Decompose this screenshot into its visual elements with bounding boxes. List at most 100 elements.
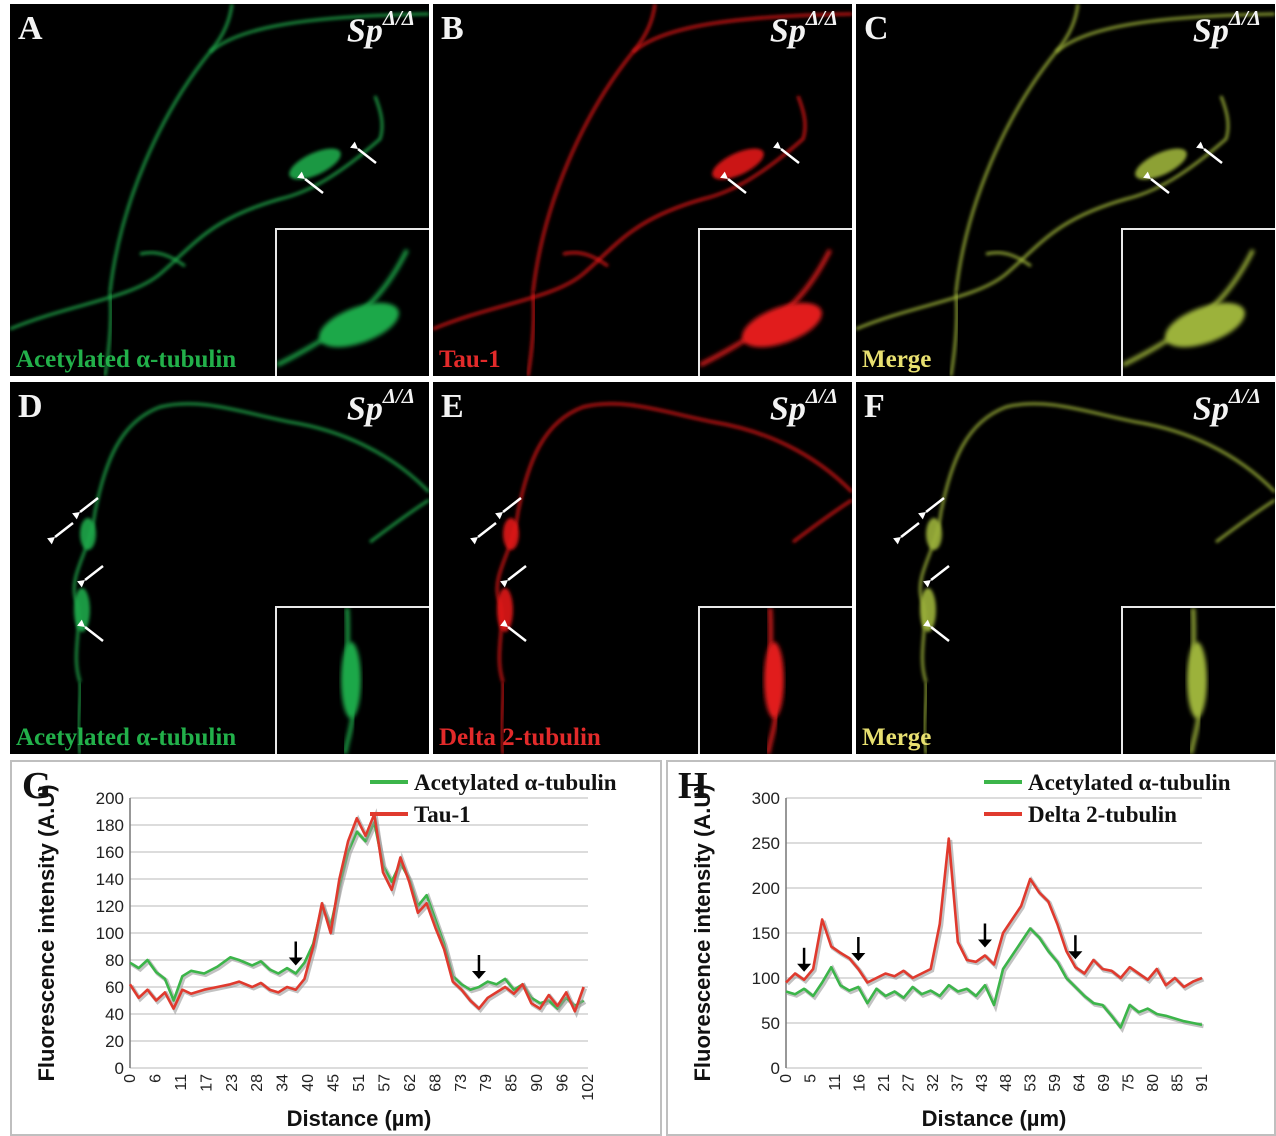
magnified-inset: [698, 606, 852, 754]
y-tick-label: 300: [752, 789, 780, 808]
soma-magnified: [764, 642, 784, 718]
x-tick-label: 17: [198, 1074, 215, 1092]
stain-caption: Delta 2-tubulin: [439, 724, 601, 751]
genotype-label: SpΔ/Δ: [346, 6, 415, 50]
neuron-micrograph: [47, 402, 429, 754]
chart-h-letter: H: [678, 765, 708, 807]
neurite: [76, 681, 82, 754]
x-tick-label: 43: [974, 1074, 991, 1092]
x-tick-label: 102: [580, 1074, 597, 1101]
y-tick-label: 200: [96, 789, 124, 808]
panel-letter: A: [18, 10, 43, 47]
x-tick-label: 91: [1194, 1074, 1211, 1092]
soma-magnified: [341, 642, 361, 718]
arrow-icon: [84, 626, 104, 642]
soma: [503, 518, 519, 550]
x-tick-label: 75: [1121, 1074, 1138, 1092]
y-tick-label: 60: [105, 978, 124, 997]
neurite: [103, 291, 113, 376]
soma: [289, 148, 341, 180]
x-tick-label: 45: [326, 1074, 343, 1092]
panel-letter: E: [441, 388, 464, 425]
arrow-icon: [925, 497, 945, 513]
y-tick-label: 100: [752, 969, 780, 988]
y-tick-label: 150: [752, 924, 780, 943]
stain-caption: Tau-1: [439, 346, 501, 373]
y-tick-label: 20: [105, 1032, 124, 1051]
arrow-icon: [930, 565, 950, 581]
x-tick-label: 51: [351, 1074, 368, 1092]
chart-h-box: H 0 50 100 150 200 250 300 0 5 11 16 21 27 32 37 43 48 53…: [666, 760, 1276, 1136]
x-tick-label: 68: [427, 1074, 444, 1092]
magnified-inset: [698, 228, 852, 376]
panel-f-merge: F SpΔ/Δ Merge: [856, 382, 1275, 754]
x-tick-label: 23: [224, 1074, 241, 1092]
genotype-label: SpΔ/Δ: [769, 384, 838, 428]
x-tick-label: 80: [1145, 1074, 1162, 1092]
stain-caption: Acetylated α-tubulin: [16, 724, 237, 751]
soma-magnified: [1187, 642, 1207, 718]
magnified-inset: [275, 228, 429, 376]
chart-g-letter: G: [22, 765, 52, 807]
genotype-label: SpΔ/Δ: [1192, 6, 1261, 50]
soma: [1135, 148, 1187, 180]
stain-caption: Acetylated α-tubulin: [16, 346, 237, 373]
neurite: [495, 402, 852, 683]
panel-letter: D: [18, 388, 43, 425]
x-tick-label: 90: [529, 1074, 546, 1092]
stain-caption: Merge: [862, 346, 932, 373]
panel-letter: B: [441, 10, 464, 47]
legend-label: Delta 2-tubulin: [1028, 802, 1177, 827]
neurite: [108, 12, 429, 293]
genotype-label: SpΔ/Δ: [1192, 384, 1261, 428]
arrow-icon: [1203, 148, 1223, 164]
x-tick-label: 53: [1023, 1074, 1040, 1092]
soma: [80, 518, 96, 550]
x-tick-label: 27: [900, 1074, 917, 1092]
x-tick-label: 73: [453, 1074, 470, 1092]
neurite: [918, 402, 1275, 683]
arrow-icon: [304, 178, 324, 194]
x-tick-label: 34: [275, 1074, 292, 1092]
x-tick-label: 5: [802, 1074, 819, 1083]
legend-label: Tau-1: [414, 802, 471, 827]
y-axis-label: Fluorescence intensity (A.U): [34, 784, 59, 1081]
arrow-icon: [507, 565, 527, 581]
neuron-micrograph: [433, 4, 852, 376]
y-tick-label: 0: [771, 1059, 780, 1078]
panel-e-delta2-tubulin: E SpΔ/Δ Delta 2-tubulin: [433, 382, 852, 754]
neurite: [562, 251, 609, 268]
series-line-2: [785, 837, 1203, 989]
legend-label: Acetylated α-tubulin: [414, 770, 617, 795]
arrow-icon: [477, 522, 497, 538]
x-tick-label: 0: [122, 1074, 139, 1083]
x-tick-label: 21: [876, 1074, 893, 1092]
magnified-inset: [1121, 228, 1275, 376]
x-tick-label: 62: [402, 1074, 419, 1092]
neurite: [208, 4, 234, 53]
arrow-icon: [507, 626, 527, 642]
x-tick-label: 6: [147, 1074, 164, 1083]
y-tick-label: 160: [96, 843, 124, 862]
soma: [920, 588, 936, 632]
y-tick-label: 80: [105, 951, 124, 970]
x-tick-label: 59: [1047, 1074, 1064, 1092]
soma-magnified: [1165, 302, 1245, 348]
arrow-icon: [502, 497, 522, 513]
x-tick-label: 96: [555, 1074, 572, 1092]
neurite: [531, 12, 852, 293]
genotype-label: SpΔ/Δ: [346, 384, 415, 428]
y-axis-label: Fluorescence intensity (A.U): [690, 784, 715, 1081]
neuron-micrograph: [856, 4, 1275, 376]
neurite: [369, 498, 429, 544]
neurite: [949, 291, 959, 376]
neuron-micrograph: [10, 4, 429, 376]
neurite: [792, 498, 852, 544]
magnified-inset: [1121, 606, 1275, 754]
x-tick-label: 28: [249, 1074, 266, 1092]
y-tick-label: 250: [752, 834, 780, 853]
neurite: [499, 681, 505, 754]
x-axis-label: Distance (µm): [287, 1106, 432, 1131]
